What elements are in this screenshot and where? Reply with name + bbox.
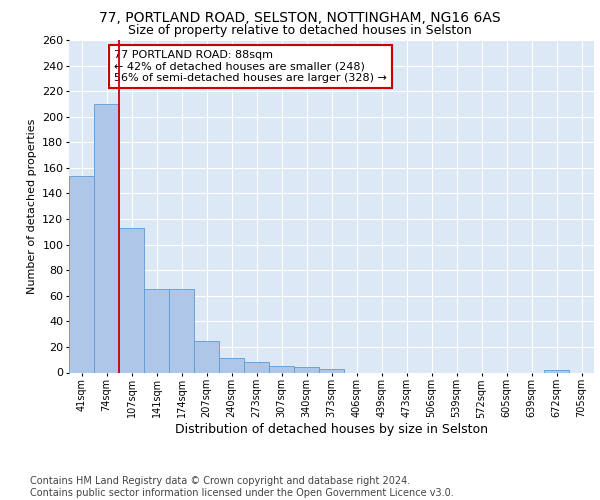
Bar [169, 290, 194, 372]
Text: Contains HM Land Registry data © Crown copyright and database right 2024.
Contai: Contains HM Land Registry data © Crown c… [30, 476, 454, 498]
Bar [119, 228, 144, 372]
Bar [269, 366, 294, 372]
Text: Size of property relative to detached houses in Selston: Size of property relative to detached ho… [128, 24, 472, 37]
Bar [94, 104, 119, 372]
Bar [219, 358, 244, 372]
Bar [244, 362, 269, 372]
Text: 77, PORTLAND ROAD, SELSTON, NOTTINGHAM, NG16 6AS: 77, PORTLAND ROAD, SELSTON, NOTTINGHAM, … [99, 11, 501, 25]
Y-axis label: Number of detached properties: Number of detached properties [26, 118, 37, 294]
Bar [194, 340, 219, 372]
Bar [294, 368, 319, 372]
Bar [144, 290, 169, 372]
Bar [544, 370, 569, 372]
Text: 77 PORTLAND ROAD: 88sqm
← 42% of detached houses are smaller (248)
56% of semi-d: 77 PORTLAND ROAD: 88sqm ← 42% of detache… [113, 50, 386, 83]
X-axis label: Distribution of detached houses by size in Selston: Distribution of detached houses by size … [175, 423, 488, 436]
Bar [319, 368, 344, 372]
Bar [69, 176, 94, 372]
